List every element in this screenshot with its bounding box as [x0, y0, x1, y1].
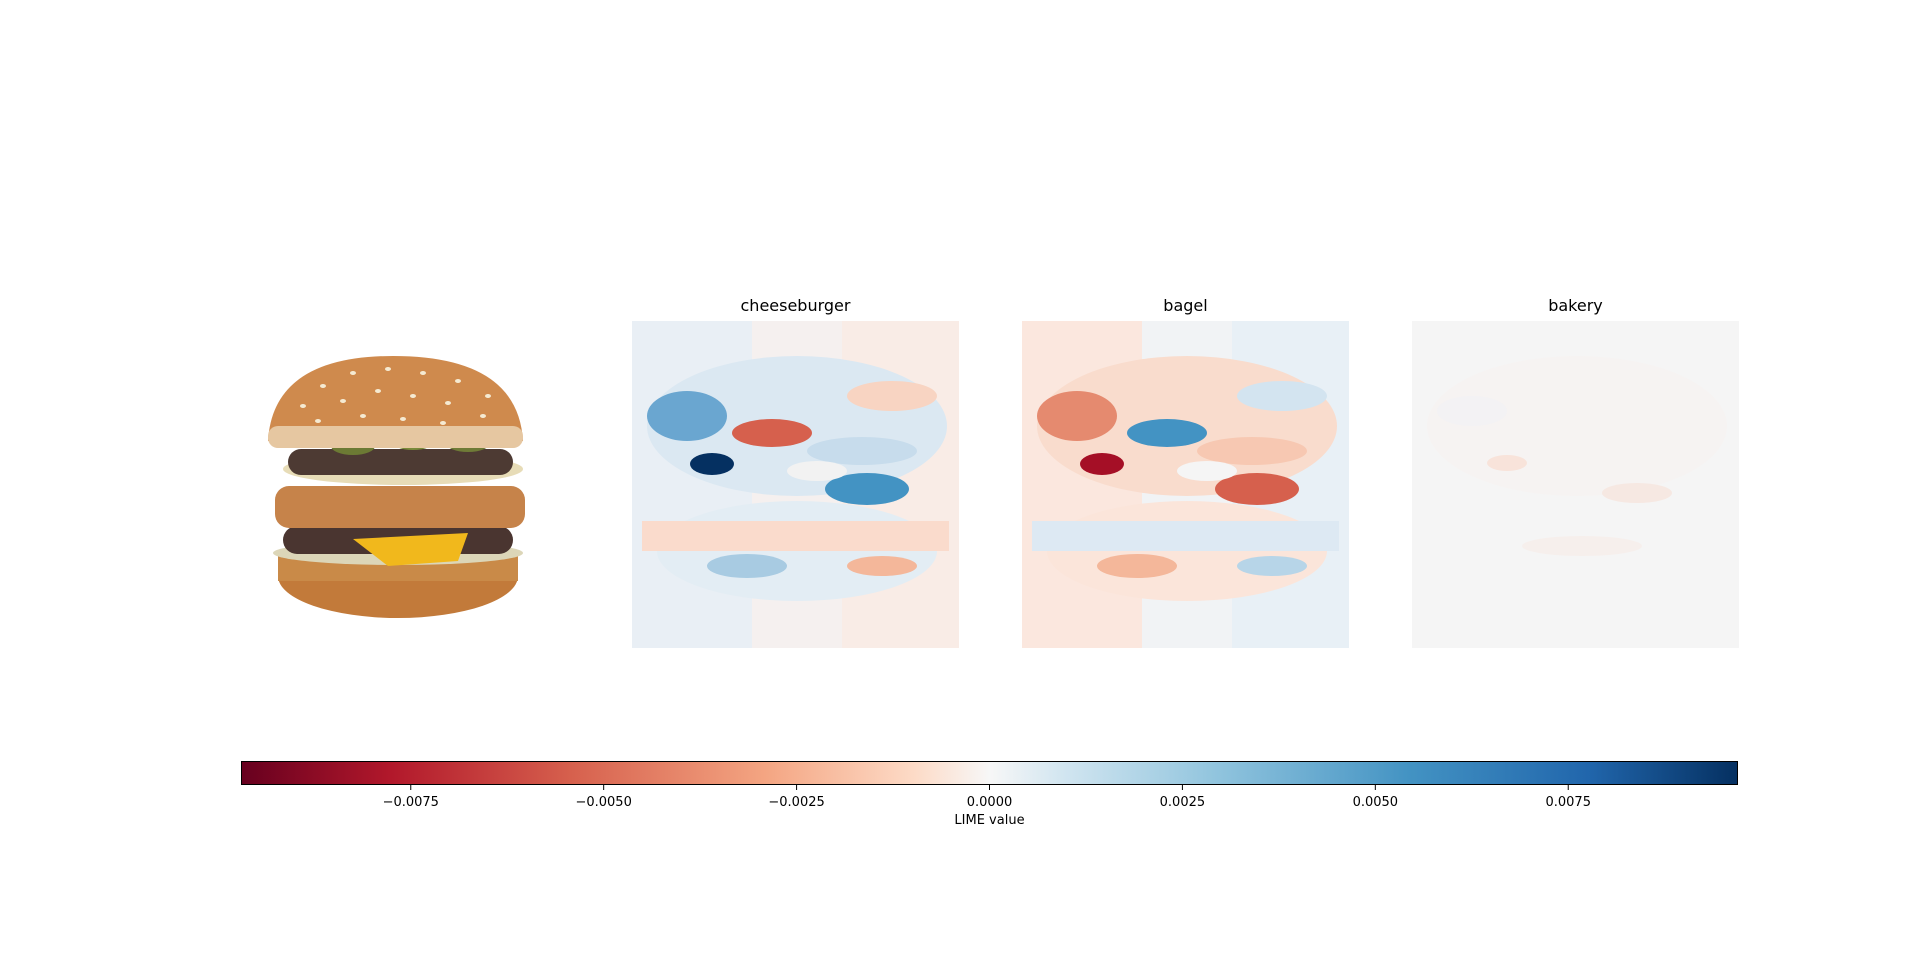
- colorbar-tick-label: 0.0000: [967, 795, 1013, 810]
- panel-title-cheeseburger: cheeseburger: [740, 296, 851, 315]
- lime-map-bagel: [1022, 321, 1349, 648]
- colorbar-tick-label: −0.0075: [383, 795, 439, 810]
- panel-title-bakery: bakery: [1548, 296, 1603, 315]
- lime-map-cheeseburger: [632, 321, 959, 648]
- colorbar-label: LIME value: [954, 813, 1025, 828]
- input-image-panel: [243, 321, 570, 648]
- lime-map-bakery: [1412, 321, 1739, 648]
- colorbar-tick-label: 0.0050: [1353, 795, 1399, 810]
- burger-image: [268, 356, 525, 618]
- colorbar-tick-label: 0.0025: [1160, 795, 1206, 810]
- colorbar: [241, 761, 1738, 785]
- colorbar-tick-label: 0.0075: [1545, 795, 1591, 810]
- colorbar-tick-label: −0.0050: [575, 795, 631, 810]
- colorbar-tick-label: −0.0025: [768, 795, 824, 810]
- panel-title-bagel: bagel: [1163, 296, 1208, 315]
